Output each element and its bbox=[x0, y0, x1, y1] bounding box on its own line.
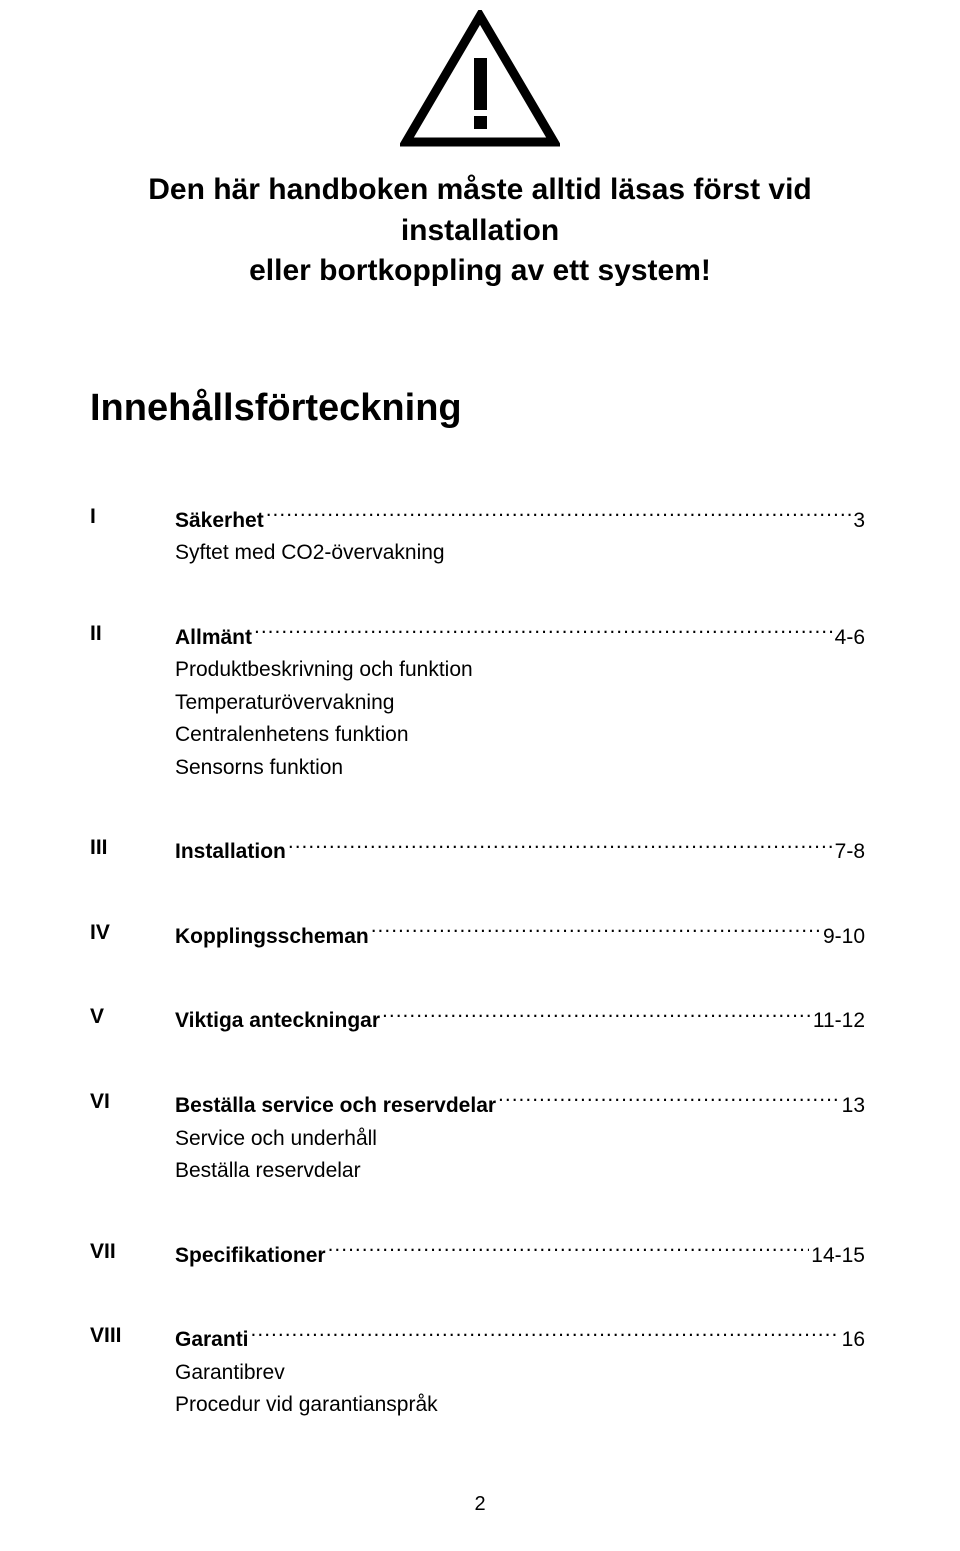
toc-numeral: III bbox=[90, 836, 175, 860]
toc-page-ref: 7-8 bbox=[835, 836, 865, 869]
toc-item-title: Beställa service och reservdelar bbox=[175, 1090, 496, 1123]
toc-section: IVKopplingsscheman 9-10 bbox=[90, 921, 870, 954]
toc-content: Säkerhet 3Syftet med CO2-övervakning bbox=[175, 505, 865, 570]
dot-leader bbox=[251, 1325, 840, 1346]
toc-numeral: V bbox=[90, 1005, 175, 1029]
toc-section: ISäkerhet 3Syftet med CO2-övervakning bbox=[90, 505, 870, 570]
toc-content: Kopplingsscheman 9-10 bbox=[175, 921, 865, 954]
toc-section: VIBeställa service och reservdelar 13Serv… bbox=[90, 1090, 870, 1188]
toc-page-ref: 16 bbox=[842, 1324, 865, 1357]
toc-item-title: Säkerhet bbox=[175, 505, 264, 538]
toc-title: Innehållsförteckning bbox=[90, 387, 870, 430]
toc-sub-item: Procedur vid garantianspråk bbox=[175, 1389, 865, 1422]
toc-item-title: Allmänt bbox=[175, 622, 252, 655]
toc-title-row: Garanti 16 bbox=[175, 1324, 865, 1357]
toc-sub-item: Produktbeskrivning och funktion bbox=[175, 654, 865, 687]
toc-sub-item: Centralenhetens funktion bbox=[175, 719, 865, 752]
toc-page-ref: 4-6 bbox=[835, 622, 865, 655]
toc-item-title: Kopplingsscheman bbox=[175, 921, 369, 954]
toc-section: IIAllmänt 4-6Produktbeskrivning och funk… bbox=[90, 622, 870, 785]
toc-page-ref: 3 bbox=[853, 505, 865, 538]
toc-section: VViktiga anteckningar 11-12 bbox=[90, 1005, 870, 1038]
warning-icon-container bbox=[90, 0, 870, 150]
dot-leader bbox=[328, 1241, 810, 1262]
toc-sub-item: Sensorns funktion bbox=[175, 752, 865, 785]
document-page: Den här handboken måste alltid läsas för… bbox=[0, 0, 960, 1551]
toc-numeral: VI bbox=[90, 1090, 175, 1114]
toc-item-title: Specifikationer bbox=[175, 1240, 326, 1273]
toc-numeral: II bbox=[90, 622, 175, 646]
toc-page-ref: 13 bbox=[842, 1090, 865, 1123]
toc-sub-item: Beställa reservdelar bbox=[175, 1155, 865, 1188]
toc-content: Beställa service och reservdelar 13Servic… bbox=[175, 1090, 865, 1188]
toc-content: Specifikationer 14-15 bbox=[175, 1240, 865, 1273]
toc-title-row: Beställa service och reservdelar 13 bbox=[175, 1090, 865, 1123]
toc-content: Viktiga anteckningar 11-12 bbox=[175, 1005, 865, 1038]
page-number: 2 bbox=[0, 1493, 960, 1516]
dot-leader bbox=[288, 837, 833, 858]
toc-numeral: VII bbox=[90, 1240, 175, 1264]
warning-triangle-icon bbox=[400, 10, 560, 150]
toc-numeral: VIII bbox=[90, 1324, 175, 1348]
toc-sub-item: Service och underhåll bbox=[175, 1123, 865, 1156]
dot-leader bbox=[382, 1006, 811, 1027]
toc-title-row: Viktiga anteckningar 11-12 bbox=[175, 1005, 865, 1038]
toc-item-title: Garanti bbox=[175, 1324, 249, 1357]
toc-title-row: Säkerhet 3 bbox=[175, 505, 865, 538]
toc-title-row: Specifikationer 14-15 bbox=[175, 1240, 865, 1273]
toc-section: VIIIGaranti 16GarantibrevProcedur vid gar… bbox=[90, 1324, 870, 1422]
toc-page-ref: 9-10 bbox=[823, 921, 865, 954]
headline-line2: eller bortkoppling av ett system! bbox=[90, 251, 870, 292]
toc-sub-item: Temperaturövervakning bbox=[175, 687, 865, 720]
toc-list: ISäkerhet 3Syftet med CO2-övervakning IIAl… bbox=[90, 505, 870, 1422]
toc-numeral: IV bbox=[90, 921, 175, 945]
toc-sub-item: Garantibrev bbox=[175, 1357, 865, 1390]
toc-title-row: Allmänt 4-6 bbox=[175, 622, 865, 655]
headline: Den här handboken måste alltid läsas för… bbox=[90, 170, 870, 292]
dot-leader bbox=[498, 1091, 840, 1112]
toc-section: IIIInstallation 7-8 bbox=[90, 836, 870, 869]
toc-numeral: I bbox=[90, 505, 175, 529]
toc-content: Garanti 16GarantibrevProcedur vid garanti… bbox=[175, 1324, 865, 1422]
toc-page-ref: 11-12 bbox=[813, 1005, 865, 1038]
dot-leader bbox=[266, 506, 852, 527]
toc-item-title: Installation bbox=[175, 836, 286, 869]
dot-leader bbox=[371, 922, 821, 943]
toc-sub-item: Syftet med CO2-övervakning bbox=[175, 537, 865, 570]
toc-title-row: Installation 7-8 bbox=[175, 836, 865, 869]
toc-title-row: Kopplingsscheman 9-10 bbox=[175, 921, 865, 954]
dot-leader bbox=[254, 623, 833, 644]
toc-item-title: Viktiga anteckningar bbox=[175, 1005, 380, 1038]
headline-line1: Den här handboken måste alltid läsas för… bbox=[148, 173, 812, 247]
toc-section: VIISpecifikationer 14-15 bbox=[90, 1240, 870, 1273]
toc-content: Installation 7-8 bbox=[175, 836, 865, 869]
toc-content: Allmänt 4-6Produktbeskrivning och funkti… bbox=[175, 622, 865, 785]
toc-page-ref: 14-15 bbox=[811, 1240, 865, 1273]
